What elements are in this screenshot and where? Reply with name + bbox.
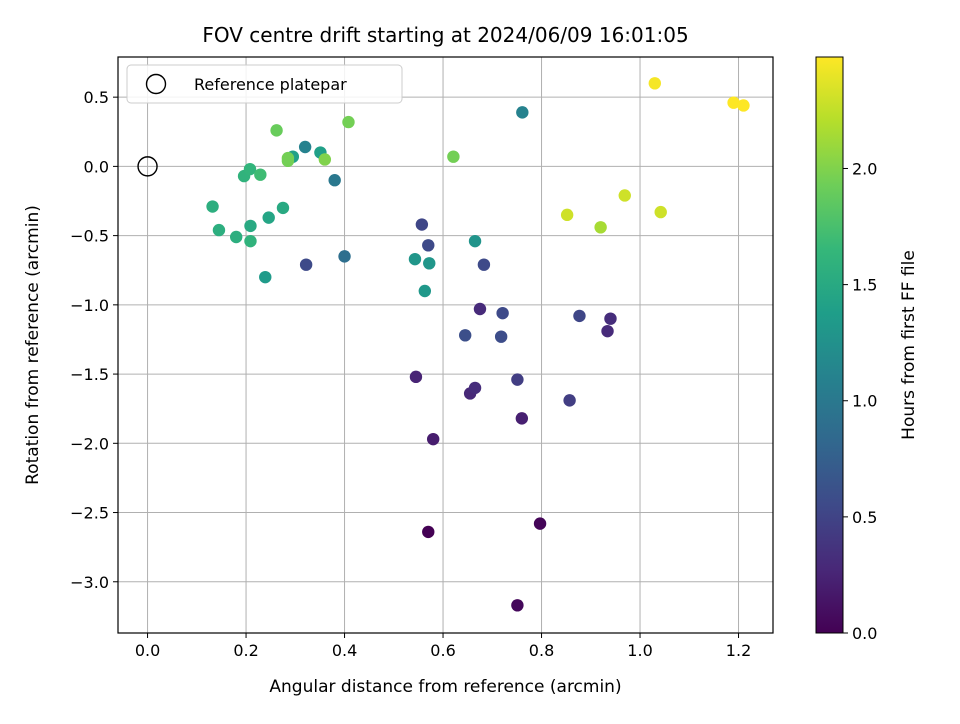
data-point [533,517,547,530]
data-point [254,168,267,181]
y-axis-ticks: 0.5 0.0 −0.5 −1.0 −1.5 −2.0 −2.5 −3.0 [70,88,118,592]
colorbar-tick-label: 1.0 [852,392,877,411]
y-tick-label: −0.5 [70,227,109,246]
data-point [494,330,508,343]
data-point [601,324,614,338]
data-point [511,599,524,612]
data-point [511,373,524,386]
data-point [426,432,440,446]
legend-reference-marker [145,73,167,95]
data-point [648,77,662,90]
data-point [516,106,529,119]
chart-title: FOV centre drift starting at 2024/06/09 … [202,23,688,47]
reference-platepar-marker [137,156,158,177]
data-point [737,99,750,112]
data-point [423,257,436,270]
data-point [206,200,219,213]
legend: Reference platepar [126,64,403,104]
x-tick-label: 1.0 [627,641,652,660]
data-point [496,306,509,320]
data-point [415,218,429,231]
data-point [244,219,257,233]
y-tick-label: −3.0 [70,573,109,592]
x-tick-label: 0.4 [332,641,357,660]
data-point [338,250,351,263]
x-tick-label: 1.2 [726,641,751,660]
data-point [458,329,472,342]
data-point [409,370,423,384]
y-tick-label: −1.5 [70,365,109,384]
data-point [515,412,529,425]
data-point [594,221,607,234]
data-points [206,77,750,612]
data-point [276,201,290,215]
data-point [328,174,341,187]
data-point [229,230,243,244]
data-point [560,208,574,222]
x-axis-ticks: 0.0 0.2 0.4 0.6 0.8 1.0 1.2 [135,633,751,660]
y-tick-label: −1.0 [70,296,109,315]
y-tick-label: 0.5 [84,88,109,107]
data-point [298,140,312,154]
data-point [270,124,283,137]
data-point [563,394,576,407]
data-point [473,302,487,316]
y-tick-label: −2.0 [70,434,109,453]
colorbar-label: Hours from first FF file [899,250,919,440]
x-tick-label: 0.8 [529,641,554,660]
data-point [212,223,226,237]
data-point [243,162,257,176]
colorbar: 0.0 0.5 1.0 1.5 2.0 Hours from first FF file [815,56,919,643]
y-tick-label: 0.0 [84,157,109,176]
data-point [318,153,332,166]
data-point [299,258,313,271]
colorbar-tick-label: 2.0 [852,159,877,178]
data-point [418,284,432,298]
data-point [727,96,740,109]
x-tick-label: 0.6 [430,641,455,660]
data-point [259,270,272,284]
colorbar-tick-label: 0.5 [852,508,877,527]
y-axis-label: Rotation from reference (arcmin) [23,205,43,485]
data-point [468,234,482,248]
reference-marker-layer [137,156,158,177]
data-point [468,381,482,395]
x-axis-label: Angular distance from reference (arcmin) [269,677,621,697]
colorbar-tick-label: 0.0 [852,624,877,643]
data-point [244,234,257,248]
data-point [573,309,586,323]
colorbar-ticks: 0.0 0.5 1.0 1.5 2.0 [843,159,877,643]
data-point [604,312,617,325]
data-point [342,115,355,129]
data-point [422,239,435,252]
data-point [618,189,631,202]
data-point [262,211,275,224]
data-point [422,525,435,539]
colorbar-tick-label: 1.5 [852,276,877,295]
grid [118,57,773,633]
data-point [654,205,667,219]
legend-entry-reference: Reference platepar [194,75,347,94]
x-tick-label: 0.2 [233,641,258,660]
colorbar-gradient [815,56,844,634]
data-point [447,150,460,163]
data-point [477,258,491,271]
legend-box [126,64,403,104]
plot-frame [117,56,774,634]
y-tick-label: −2.5 [70,504,109,523]
x-tick-label: 0.0 [135,641,160,660]
data-point [408,252,422,266]
data-point [281,151,295,165]
